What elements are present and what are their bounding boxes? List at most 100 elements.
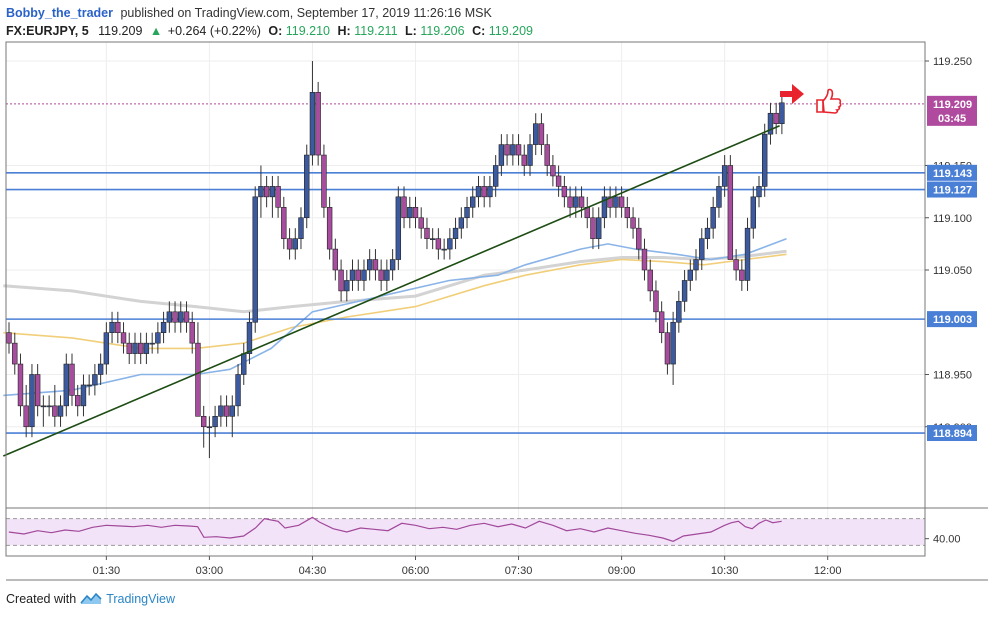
candle-body — [17, 363, 24, 407]
time-axis[interactable]: 01:30 03:00 04:30 06:00 07:30 09:00 10:30 12:00 — [93, 556, 842, 577]
candle-body — [521, 154, 527, 166]
candle-body — [550, 165, 556, 177]
candle-body — [229, 405, 235, 417]
candle-body — [653, 290, 659, 313]
candle-body — [658, 311, 665, 333]
candle-body — [269, 186, 276, 198]
candle-body — [206, 426, 213, 429]
candle-body — [304, 154, 310, 219]
candle-body — [555, 175, 562, 187]
candle-body — [687, 269, 693, 281]
trendline-group — [2, 125, 780, 457]
time-axis-label: 09:00 — [608, 565, 636, 577]
candle-body — [97, 363, 104, 375]
candle-body — [452, 227, 459, 239]
time-axis-label: 12:00 — [814, 565, 842, 577]
candlesticks — [6, 61, 785, 459]
candle-body — [424, 227, 430, 239]
candle-body — [464, 207, 470, 219]
level-price-tag-bg — [927, 164, 977, 181]
candle-body — [92, 374, 98, 386]
candle-body — [779, 102, 785, 125]
red-arrow-icon — [780, 84, 804, 104]
candle-body — [80, 384, 87, 407]
time-axis-label: 07:30 — [505, 565, 533, 577]
candle-body — [510, 144, 516, 156]
published-text: published on TradingView.com, September … — [120, 6, 492, 20]
candle-body — [573, 196, 579, 208]
candle-body — [40, 405, 47, 408]
candle-body — [366, 259, 373, 271]
high-value: 119.211 — [354, 24, 397, 38]
price-axis-label: 118.950 — [933, 370, 972, 382]
candle-body — [349, 269, 356, 281]
plot-border — [5, 41, 926, 557]
candle-body — [298, 217, 304, 239]
time-axis-label: 10:30 — [711, 565, 739, 577]
candle-body — [241, 353, 247, 375]
candle-body — [567, 196, 573, 208]
candle-body — [412, 207, 419, 219]
candle-body — [109, 321, 115, 333]
candle-body — [618, 196, 625, 208]
candle-body — [326, 207, 333, 250]
level-price-tag-bg — [927, 425, 977, 442]
candle-body — [321, 154, 327, 208]
tradingview-logo-icon[interactable] — [80, 592, 102, 606]
candle-body — [281, 207, 287, 239]
rsi-line — [8, 516, 782, 542]
candle-body — [46, 405, 52, 408]
low-label: L: — [405, 24, 417, 38]
current-price-tag-bg — [927, 95, 977, 126]
candle-body — [670, 321, 676, 365]
candle-body — [527, 144, 533, 166]
candle-body — [23, 405, 29, 428]
candle-body — [143, 342, 150, 354]
candle-body — [246, 321, 253, 354]
tradingview-brand[interactable]: TradingView — [106, 592, 175, 606]
candle-body — [160, 321, 167, 333]
candle-body — [704, 227, 711, 239]
candle-body — [34, 374, 41, 407]
candle-body — [63, 363, 69, 407]
candle-body — [378, 269, 384, 281]
rsi-axis-label: 40.00 — [933, 534, 961, 546]
candle-body — [641, 248, 648, 271]
candle-body — [52, 405, 58, 417]
candle-body — [538, 123, 545, 145]
candle-body — [344, 280, 350, 292]
candle-body — [103, 332, 110, 365]
candle-body — [435, 238, 442, 250]
horizontal-levels — [6, 103, 925, 434]
candle-body — [57, 405, 64, 417]
candle-body — [235, 374, 241, 407]
header-line-1: Bobby_the_trader published on TradingVie… — [6, 6, 492, 20]
candle-body — [12, 342, 18, 365]
price-axis-label: 119.100 — [933, 213, 972, 225]
price-axis[interactable]: 40.00119.250119.150119.100119.050118.950… — [925, 56, 972, 546]
candle-body — [218, 405, 224, 417]
candle-body — [647, 269, 653, 292]
chart-frame — [5, 41, 988, 581]
candle-body — [252, 196, 258, 323]
candle-body — [275, 186, 281, 208]
time-axis-label: 01:30 — [93, 565, 121, 577]
candle-body — [481, 186, 487, 198]
symbol-label: FX:EURJPY, 5 — [6, 24, 89, 38]
change-value: +0.264 (+0.22%) — [168, 24, 261, 38]
author-name[interactable]: Bobby_the_trader — [6, 6, 113, 20]
candle-body — [756, 186, 762, 198]
moving-averages — [3, 237, 787, 397]
candle-body — [773, 112, 779, 124]
candle-body — [607, 196, 613, 208]
chart-grid — [6, 42, 925, 556]
candle-body — [115, 321, 121, 333]
candle-countdown: 03:45 — [938, 113, 966, 125]
level-price-tag: 118.894 — [933, 428, 973, 440]
candle-body — [332, 248, 339, 271]
candle-body — [458, 217, 465, 229]
price-axis-label: 119.250 — [933, 56, 972, 68]
price-tags: 119.143 119.127 119.003 118.894 119.209 03:45 — [927, 95, 977, 442]
trendline — [2, 125, 780, 457]
